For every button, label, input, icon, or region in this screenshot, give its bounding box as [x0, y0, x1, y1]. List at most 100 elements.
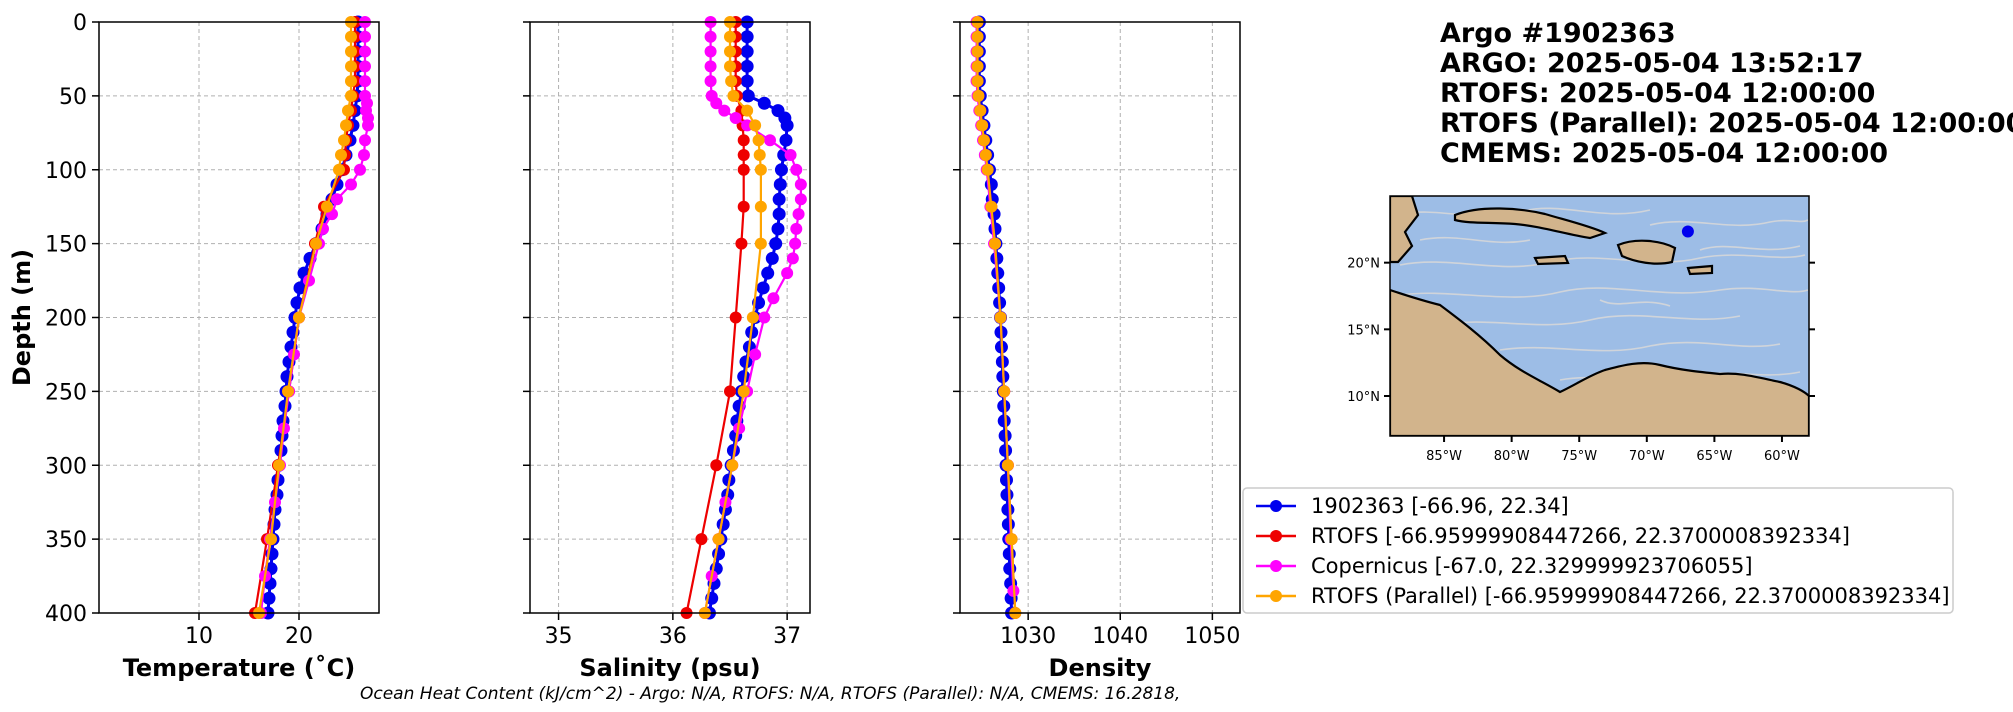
y-tick-label: 100 [45, 159, 87, 184]
data-point-copernicus [354, 163, 366, 176]
data-point-rtofs_parallel [724, 30, 736, 43]
data-point-argo [772, 207, 786, 221]
data-point-rtofs_parallel [977, 134, 990, 147]
legend-entry: RTOFS (Parallel) [-66.95999908447266, 22… [1256, 584, 1950, 608]
data-point-argo [1000, 473, 1014, 487]
data-point-argo [740, 45, 754, 59]
map-land [1390, 196, 1809, 436]
map-lat-label: 15°N [1347, 323, 1380, 338]
data-point-copernicus [767, 292, 780, 305]
temperature-panel: 10 20050100150200250300350400Temperature … [8, 11, 380, 682]
data-point-rtofs_parallel [753, 148, 766, 161]
data-point-copernicus [359, 30, 371, 43]
data-point-rtofs_parallel [976, 119, 989, 132]
legend-label: 1902363 [-66.96, 22.34] [1311, 494, 1569, 518]
data-point-argo [741, 89, 755, 103]
data-point-argo [998, 429, 1012, 443]
data-point-rtofs_parallel [972, 89, 985, 102]
legend-label: Copernicus [-67.0, 22.329999923706055] [1311, 554, 1753, 578]
data-point-rtofs_parallel [971, 45, 984, 58]
location-map: 85°W 80°W 75°W 70°W 65°W 60°W 20°N 15°N 10°N [1347, 195, 1815, 464]
data-point-rtofs [724, 385, 736, 398]
data-point-rtofs_parallel [282, 385, 294, 398]
data-point-rtofs_parallel [989, 237, 1001, 250]
x-tick-label: 36 [659, 624, 687, 649]
data-point-rtofs [729, 311, 742, 324]
data-point-rtofs [737, 200, 750, 213]
data-point-rtofs [710, 459, 723, 472]
series-rtofs_parallel [971, 16, 1022, 619]
data-point-copernicus [704, 30, 717, 43]
argo-float-marker [1681, 225, 1694, 238]
data-point-rtofs_parallel [712, 533, 725, 546]
x-tick-label: 1030 [1000, 624, 1056, 649]
data-point-rtofs_parallel [335, 148, 347, 161]
data-point-copernicus [794, 193, 807, 206]
map-lon-label: 65°W [1696, 449, 1732, 464]
data-point-copernicus [794, 178, 807, 191]
data-point-argo [262, 591, 276, 605]
data-point-argo [1000, 488, 1014, 502]
data-point-rtofs_parallel [338, 134, 350, 147]
legend-marker [1270, 500, 1282, 512]
data-point-rtofs_parallel [345, 45, 357, 58]
data-point-rtofs [695, 533, 708, 546]
x-tick-label: 10 [185, 624, 213, 649]
data-point-copernicus [729, 112, 742, 125]
data-point-rtofs_parallel [724, 60, 736, 73]
data-point-copernicus [764, 134, 776, 147]
title-line-4: RTOFS (Parallel): 2025-05-04 12:00:00 [1440, 108, 2013, 139]
title-block: Argo #1902363 ARGO: 2025-05-04 13:52:17 … [1440, 18, 2013, 169]
ocean-heat-content-footer: Ocean Heat Content (kJ/cm^2) - Argo: N/A… [360, 684, 1180, 704]
data-point-copernicus [704, 45, 717, 58]
data-point-copernicus [345, 178, 357, 191]
data-point-rtofs_parallel [345, 75, 357, 88]
data-point-rtofs_parallel [724, 45, 736, 58]
data-point-copernicus [359, 60, 371, 73]
data-point-argo [290, 296, 304, 310]
data-point-copernicus [733, 422, 746, 435]
data-point-rtofs [737, 134, 750, 147]
data-point-rtofs_parallel [985, 200, 998, 213]
data-point-copernicus [358, 148, 370, 161]
map-lon-label: 70°W [1629, 449, 1665, 464]
title-line-1: Argo #1902363 [1440, 18, 1676, 49]
data-point-rtofs [737, 163, 750, 176]
data-point-rtofs_parallel [310, 237, 322, 250]
data-point-copernicus [789, 237, 802, 250]
title-line-3: RTOFS: 2025-05-04 12:00:00 [1440, 78, 1875, 109]
data-point-argo [757, 96, 771, 110]
data-point-copernicus [781, 267, 794, 280]
density-panel: 1030 1040 1050 Density [953, 15, 1241, 682]
data-point-rtofs_parallel [754, 237, 767, 250]
data-point-argo [740, 30, 754, 44]
legend-marker [1270, 560, 1282, 572]
x-tick-label: 1040 [1092, 624, 1148, 649]
data-point-copernicus [790, 163, 803, 176]
data-point-copernicus [710, 97, 723, 110]
map-lon-label: 80°W [1494, 449, 1530, 464]
data-point-rtofs_parallel [754, 163, 767, 176]
x-axis-label: Salinity (psu) [579, 654, 760, 682]
x-tick-label: 37 [773, 624, 801, 649]
data-point-copernicus [792, 208, 805, 221]
data-point-argo [739, 355, 753, 369]
data-point-rtofs_parallel [342, 104, 354, 117]
data-point-argo [774, 163, 788, 177]
data-point-copernicus [704, 75, 717, 88]
data-point-rtofs_parallel [998, 385, 1011, 398]
y-tick-label: 250 [45, 380, 87, 405]
data-point-rtofs_parallel [333, 163, 345, 176]
data-point-copernicus [758, 311, 771, 324]
map-lon-label: 75°W [1561, 449, 1597, 464]
data-point-copernicus [704, 60, 717, 73]
legend: 1902363 [-66.96, 22.34] RTOFS [-66.959999… [1242, 487, 1954, 614]
data-point-rtofs_parallel [979, 148, 992, 161]
y-tick-label: 300 [45, 454, 87, 479]
data-point-argo [293, 281, 307, 295]
data-point-copernicus [362, 119, 374, 132]
legend-entry: RTOFS [-66.95999908447266, 22.3700008392… [1256, 524, 1850, 548]
legend-label: RTOFS (Parallel) [-66.95999908447266, 22… [1311, 584, 1950, 608]
y-tick-label: 200 [45, 307, 87, 332]
data-point-argo [772, 192, 786, 206]
